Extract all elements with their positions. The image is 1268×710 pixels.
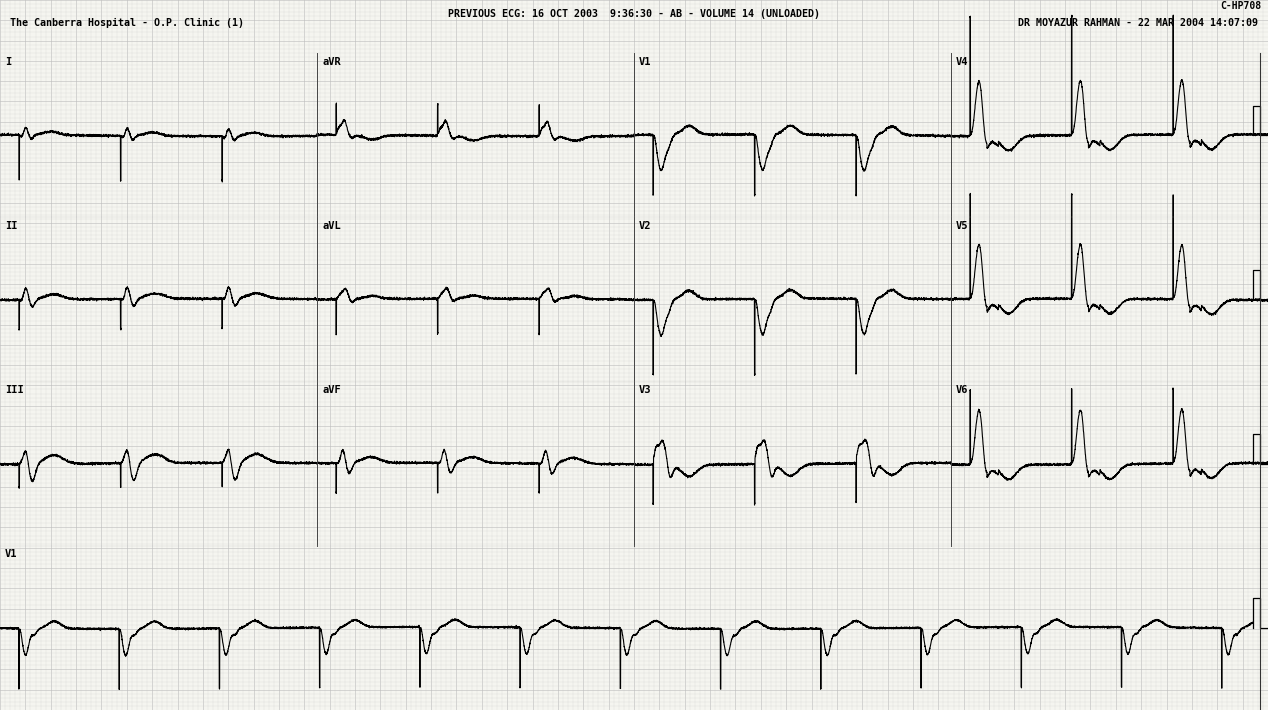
Text: II: II (5, 221, 18, 231)
Text: DR MOYAZUR RAHMAN - 22 MAR 2004 14:07:09: DR MOYAZUR RAHMAN - 22 MAR 2004 14:07:09 (1018, 18, 1258, 28)
Text: aVL: aVL (322, 221, 341, 231)
Text: V3: V3 (639, 385, 652, 395)
Text: V6: V6 (956, 385, 969, 395)
Text: V4: V4 (956, 57, 969, 67)
Text: I: I (5, 57, 11, 67)
Text: C-HP708: C-HP708 (1221, 1, 1262, 11)
Text: V5: V5 (956, 221, 969, 231)
Text: aVF: aVF (322, 385, 341, 395)
Text: V1: V1 (5, 550, 18, 559)
Text: The Canberra Hospital - O.P. Clinic (1): The Canberra Hospital - O.P. Clinic (1) (10, 18, 245, 28)
Text: III: III (5, 385, 24, 395)
Text: V2: V2 (639, 221, 652, 231)
Text: aVR: aVR (322, 57, 341, 67)
Text: V1: V1 (639, 57, 652, 67)
Text: PREVIOUS ECG: 16 OCT 2003  9:36:30 - AB - VOLUME 14 (UNLOADED): PREVIOUS ECG: 16 OCT 2003 9:36:30 - AB -… (448, 9, 820, 18)
